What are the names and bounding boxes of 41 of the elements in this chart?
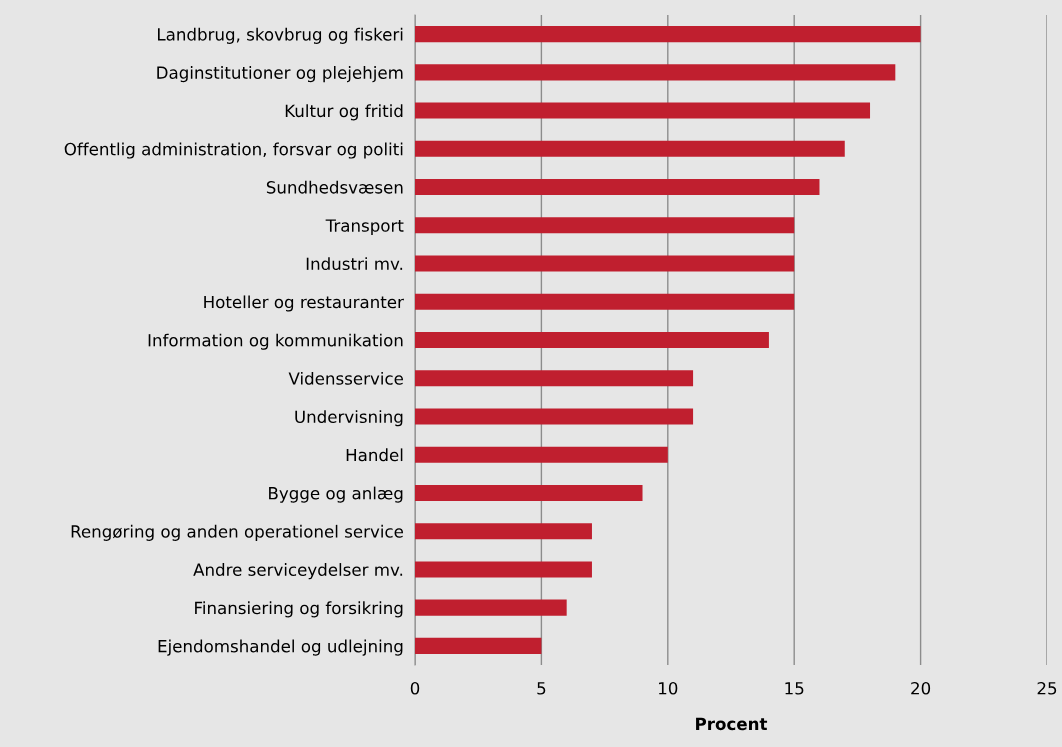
bar xyxy=(415,140,845,157)
bar xyxy=(415,446,668,463)
x-tick-label: 15 xyxy=(785,682,804,695)
bar xyxy=(415,179,820,196)
bar xyxy=(415,370,694,387)
y-tick-label: Hoteller og restauranter xyxy=(204,295,404,312)
bar xyxy=(415,255,795,272)
bar xyxy=(415,64,896,81)
y-tick-label: Undervisning xyxy=(295,410,403,427)
x-tick-label: 5 xyxy=(537,682,546,695)
y-tick-label: Bygge og anlæg xyxy=(269,486,403,503)
bar xyxy=(415,637,542,654)
y-tick-label: Vidensservice xyxy=(288,371,403,385)
y-tick-label: Finansiering og forsikring xyxy=(195,601,403,618)
bar xyxy=(415,331,769,349)
bar xyxy=(415,408,694,425)
y-tick-label: Andre serviceydelser mv. xyxy=(193,563,403,580)
y-tick-label: Landbrug, skovbrug og fiskeri xyxy=(158,27,403,44)
x-tick-label: 20 xyxy=(911,681,931,695)
bar xyxy=(415,561,592,578)
y-tick-label: Rengøring og anden operationel service xyxy=(71,524,403,541)
bar xyxy=(415,102,871,119)
bar xyxy=(415,26,921,43)
bar xyxy=(415,599,567,616)
y-tick-label: Ejendomshandel og udlejning xyxy=(158,639,403,656)
y-tick-label: Daginstitutioner og plejehjem xyxy=(157,66,403,83)
y-tick-label: Kultur og fritid xyxy=(285,104,403,121)
y-tick-label: Information og kommunikation xyxy=(148,333,403,350)
x-tick-label: 0 xyxy=(410,681,420,695)
bar xyxy=(415,293,795,310)
x-axis-title: Procent xyxy=(696,717,768,731)
bar xyxy=(415,217,795,234)
y-tick-label: Sundhedsvæsen xyxy=(266,180,403,194)
y-tick-label: Transport xyxy=(325,219,404,236)
y-tick-label: Handel xyxy=(346,448,403,462)
x-tick-label: 25 xyxy=(1037,681,1057,695)
x-tick-label: 10 xyxy=(659,681,678,695)
y-tick-label: Offentlig administration, forsvar og politi xyxy=(64,142,403,159)
bar xyxy=(415,484,643,501)
bar xyxy=(415,523,592,540)
y-tick-label: Industri mv. xyxy=(306,257,403,271)
